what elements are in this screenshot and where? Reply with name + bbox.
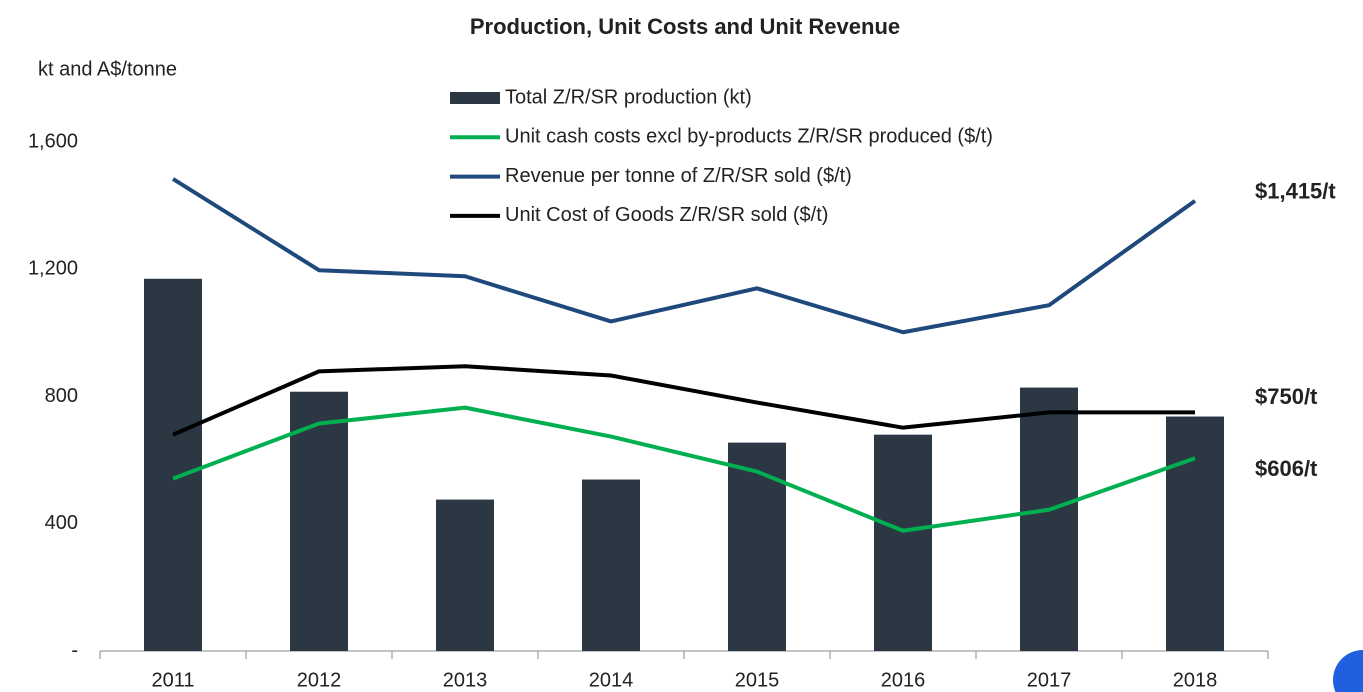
line-series	[171, 177, 1197, 335]
legend-label: Revenue per tonne of Z/R/SR sold ($/t)	[505, 165, 852, 187]
x-tick-label: 2016	[881, 669, 926, 691]
y-tick-label: 400	[45, 512, 78, 534]
corner-button[interactable]	[1333, 650, 1363, 692]
y-tick-label: 800	[45, 385, 78, 407]
bar	[728, 442, 786, 651]
end-label: $606/t	[1255, 456, 1318, 481]
legend-swatch	[450, 92, 500, 104]
x-tick-label: 2017	[1027, 669, 1072, 691]
x-tick-label: 2015	[735, 669, 780, 691]
x-tick-label: 2014	[589, 669, 634, 691]
bar	[290, 391, 348, 651]
y-tick-label: 1,600	[28, 130, 78, 152]
y-axis-label: kt and A$/tonne	[38, 58, 177, 80]
line-series	[172, 405, 1196, 533]
end-label: $1,415/t	[1255, 179, 1336, 204]
y-tick-label: 1,200	[28, 258, 78, 280]
bar	[144, 278, 202, 651]
legend-label: Total Z/R/SR production (kt)	[505, 86, 752, 108]
end-label: $750/t	[1255, 384, 1318, 409]
legend-label: Unit Cost of Goods Z/R/SR sold ($/t)	[505, 204, 828, 226]
bar	[1020, 387, 1078, 651]
line-series	[172, 364, 1195, 437]
x-tick-label: 2013	[443, 669, 488, 691]
x-tick-label: 2012	[297, 669, 342, 691]
chart-title: Production, Unit Costs and Unit Revenue	[470, 14, 900, 39]
bar	[1166, 416, 1224, 651]
bar	[436, 499, 494, 651]
bar	[582, 479, 640, 651]
x-tick-label: 2018	[1173, 669, 1218, 691]
legend-label: Unit cash costs excl by-products Z/R/SR …	[505, 126, 993, 148]
y-tick-label: -	[71, 639, 78, 661]
x-tick-label: 2011	[151, 669, 194, 691]
bar	[874, 434, 932, 651]
